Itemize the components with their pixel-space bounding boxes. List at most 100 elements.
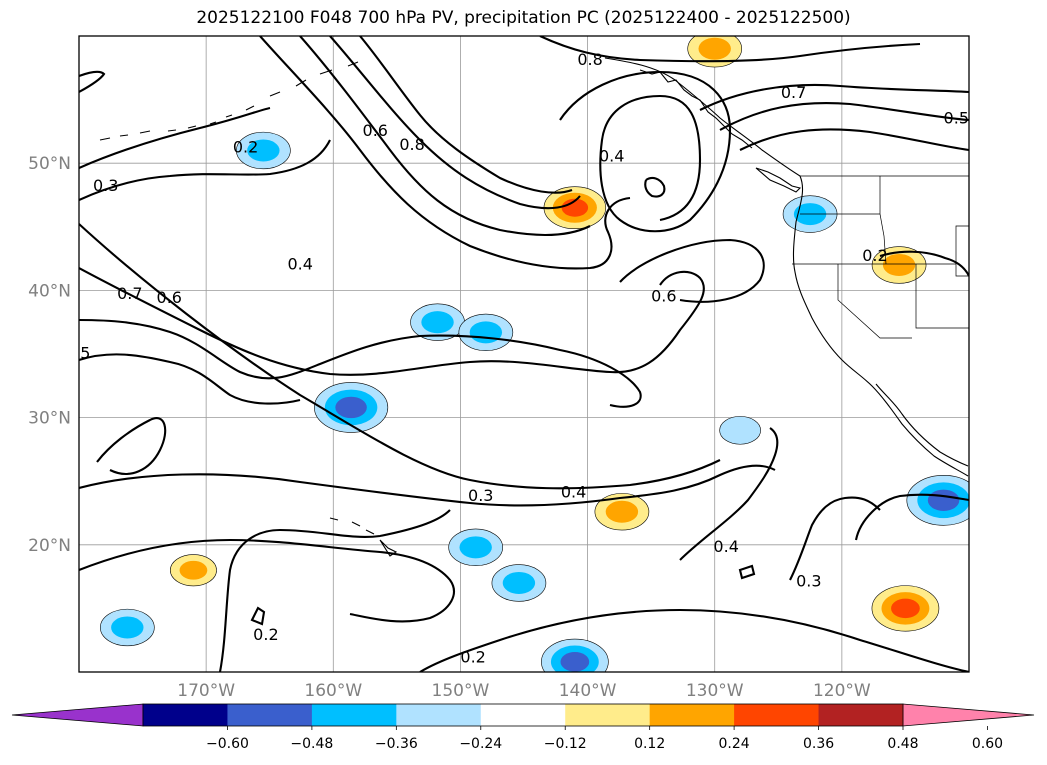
colorbar-swatch xyxy=(311,704,397,726)
lat-tick-label: 20°N xyxy=(28,536,71,556)
precip-level xyxy=(421,311,454,334)
precip-level xyxy=(560,652,590,672)
precip-neg-southwest xyxy=(491,564,547,602)
colorbar-tick-label: −0.60 xyxy=(206,736,249,752)
idaho-border xyxy=(879,176,887,265)
lon-tick-label: 130°W xyxy=(686,681,744,701)
precip-level xyxy=(335,396,367,419)
precip-level xyxy=(891,598,920,619)
precipitation-fill xyxy=(100,36,969,672)
colorbar-tick-label: −0.12 xyxy=(544,736,587,752)
precip-level xyxy=(927,489,960,511)
pv-contour-0.4-central xyxy=(79,223,721,490)
precip-level xyxy=(719,416,761,445)
contour-label: 0.8 xyxy=(577,50,602,69)
colorbar-swatch xyxy=(396,704,482,726)
pv-contour-0.2-idaho xyxy=(879,250,969,277)
pv-contour-0.7-north xyxy=(359,36,573,194)
precip-pos-west xyxy=(170,554,217,587)
coastlines xyxy=(99,57,969,557)
precip-neg-hawaii-south xyxy=(448,528,503,567)
precip-neg-baja xyxy=(906,474,969,526)
wyoming-box xyxy=(955,225,969,277)
lat-tick-label: 30°N xyxy=(28,409,71,429)
precip-pos-mexico-coast xyxy=(871,585,940,632)
pv-contour-0.2-northwest xyxy=(79,70,106,93)
contour-label: 0.6 xyxy=(363,121,388,140)
contour-label: 0.6 xyxy=(651,286,676,305)
utah-border xyxy=(915,264,969,329)
latitude-labels: 50°N 40°N 30°N 20°N xyxy=(28,154,71,556)
contour-label: 0.7 xyxy=(117,284,142,303)
pv-contour-0.8-north xyxy=(259,36,631,270)
pv-contour-0.5-ridge xyxy=(699,83,969,111)
pv-contour-0.2-lower xyxy=(218,509,451,672)
colorbar-extend-high xyxy=(902,703,1035,727)
colorbar-tick-labels: −0.60 −0.48 −0.36 −0.24 −0.12 0.12 0.24 0.36 0.4… xyxy=(206,726,1003,752)
precip-neg-east-small xyxy=(719,416,761,445)
precip-neg-central-1 xyxy=(410,303,465,341)
contour-label: 0.3 xyxy=(796,571,821,590)
pv-contour-0.6-north xyxy=(299,36,591,236)
contour-label: 0.3 xyxy=(93,176,118,195)
precip-neg-west-small xyxy=(100,608,155,647)
colorbar-tick-label: 0.48 xyxy=(887,736,918,752)
pv-contour-small-loop-1 xyxy=(250,606,266,626)
pv-contour-0.4-east xyxy=(679,427,779,561)
precip-level xyxy=(502,571,536,594)
north-america-coast xyxy=(604,57,969,477)
colorbar: −0.60 −0.48 −0.36 −0.24 −0.12 0.12 0.24 0.36 0.4… xyxy=(11,703,1035,752)
pv-contour-small-loop-2 xyxy=(738,564,756,580)
pv-contours xyxy=(79,36,969,672)
precip-neg-gulf-alaska xyxy=(236,131,291,170)
colorbar-swatch xyxy=(649,704,735,726)
precip-neg-central-2 xyxy=(458,313,514,352)
pv-contour-0.6-loop xyxy=(619,238,765,303)
contour-label: 0.2 xyxy=(253,625,278,644)
pv-contour-0.3-west xyxy=(79,139,331,201)
pv-contour-0.3-west-loop xyxy=(96,417,167,475)
pv-contour-0.6-ridge xyxy=(719,101,969,131)
hawaii-islands xyxy=(329,517,398,557)
lon-tick-label: 160°W xyxy=(304,681,362,701)
pv-contour-0.7 xyxy=(79,318,642,408)
contour-label: 0.5 xyxy=(944,108,969,127)
contour-label: 0.4 xyxy=(288,255,313,274)
lon-tick-label: 150°W xyxy=(432,681,490,701)
chart-title: 2025122100 F048 700 hPa PV, precipitatio… xyxy=(196,8,851,28)
longitude-labels: 170°W 160°W 150°W 140°W 130°W 120°W xyxy=(177,681,871,701)
contour-label: 0.6 xyxy=(157,288,182,307)
lon-tick-label: 140°W xyxy=(559,681,617,701)
contour-label: 0.4 xyxy=(599,147,624,166)
colorbar-tick-label: −0.24 xyxy=(459,736,502,752)
colorbar-swatches xyxy=(11,703,1035,727)
colorbar-extend-low xyxy=(11,703,144,727)
pv-contour-0.4-north xyxy=(329,36,581,210)
contour-label: 0.8 xyxy=(399,135,424,154)
pv-contour-0.8-loop xyxy=(644,176,666,198)
colorbar-swatch xyxy=(565,704,651,726)
pv-contour-0.8-ridge xyxy=(539,36,921,63)
precip-level xyxy=(179,560,208,580)
colorbar-swatch xyxy=(227,704,313,726)
colorbar-tick-label: 0.36 xyxy=(803,736,834,752)
precip-level xyxy=(698,37,731,60)
nevada-border xyxy=(837,264,912,339)
lon-tick-label: 120°W xyxy=(813,681,871,701)
colorbar-swatch xyxy=(480,704,566,726)
pv-contour-0.6 xyxy=(79,267,705,376)
grid-lines xyxy=(79,36,969,672)
precip-level xyxy=(111,616,144,639)
lat-tick-label: 40°N xyxy=(28,281,71,301)
precip-level xyxy=(561,198,589,217)
contour-labels: 0.8 0.7 0.5 0.6 0.8 0.2 0.4 0.3 0.4 0.2 0.7 0.6 0.6 5… xyxy=(80,50,969,667)
state-borders xyxy=(792,175,969,339)
colorbar-tick-label: −0.48 xyxy=(290,736,333,752)
pv-contour-0.5 xyxy=(79,353,301,405)
baja-coast xyxy=(875,383,969,467)
contour-label: 0.2 xyxy=(460,648,485,667)
precip-pos-north-pacific xyxy=(543,186,607,230)
colorbar-swatch xyxy=(818,704,904,726)
contour-label: 0.2 xyxy=(233,138,258,157)
